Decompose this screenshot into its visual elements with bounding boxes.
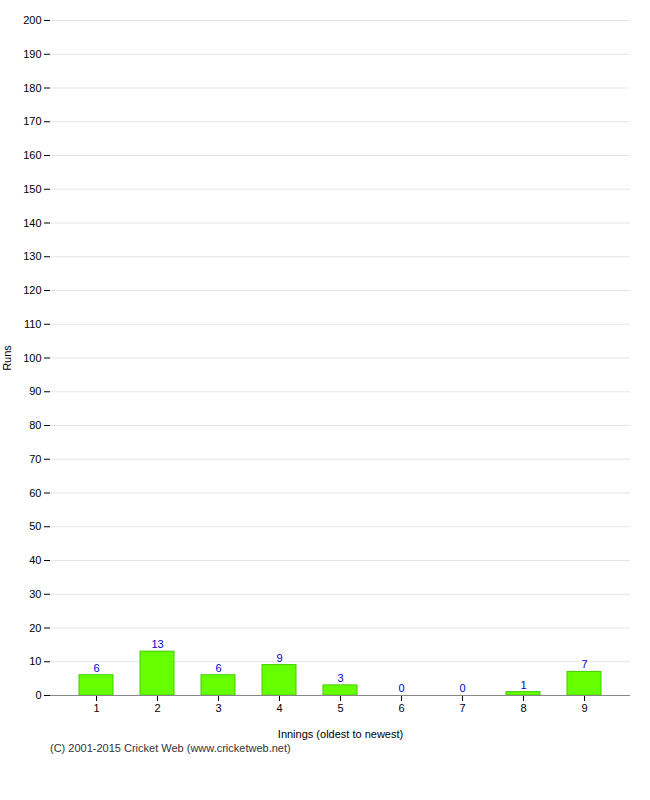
svg-text:200: 200 <box>23 14 41 26</box>
svg-text:2: 2 <box>154 702 160 714</box>
svg-text:60: 60 <box>29 487 41 499</box>
svg-text:6: 6 <box>93 662 99 674</box>
svg-text:4: 4 <box>276 702 282 714</box>
svg-text:50: 50 <box>29 520 41 532</box>
svg-text:20: 20 <box>29 622 41 634</box>
svg-text:130: 130 <box>23 250 41 262</box>
svg-text:5: 5 <box>337 702 343 714</box>
svg-text:0: 0 <box>459 682 465 694</box>
svg-text:3: 3 <box>215 702 221 714</box>
svg-text:120: 120 <box>23 284 41 296</box>
svg-text:30: 30 <box>29 588 41 600</box>
svg-text:6: 6 <box>398 702 404 714</box>
svg-text:0: 0 <box>398 682 404 694</box>
svg-text:3: 3 <box>337 672 343 684</box>
svg-text:9: 9 <box>276 652 282 664</box>
svg-text:7: 7 <box>581 658 587 670</box>
svg-text:Runs: Runs <box>1 345 13 371</box>
svg-text:100: 100 <box>23 352 41 364</box>
svg-text:8: 8 <box>520 702 526 714</box>
svg-text:150: 150 <box>23 183 41 195</box>
svg-text:110: 110 <box>24 318 42 330</box>
svg-text:80: 80 <box>29 419 41 431</box>
svg-text:0: 0 <box>35 689 41 701</box>
svg-text:40: 40 <box>29 554 41 566</box>
svg-text:13: 13 <box>151 638 163 650</box>
html-text:(C) 2001-2015 Cricket Web (www: (C) 2001-2015 Cricket Web (www.cricketwe… <box>50 742 291 754</box>
svg-text:180: 180 <box>23 82 41 94</box>
svg-text:6: 6 <box>215 662 221 674</box>
svg-text:70: 70 <box>29 453 41 465</box>
svg-text:170: 170 <box>23 115 41 127</box>
svg-text:Innings (oldest to newest): Innings (oldest to newest) <box>278 728 403 740</box>
svg-text:1: 1 <box>520 679 526 691</box>
svg-text:7: 7 <box>459 702 465 714</box>
svg-text:90: 90 <box>29 385 41 397</box>
svg-text:9: 9 <box>581 702 587 714</box>
svg-text:140: 140 <box>23 217 41 229</box>
svg-text:190: 190 <box>23 48 41 60</box>
svg-text:160: 160 <box>23 149 41 161</box>
svg-text:1: 1 <box>93 702 99 714</box>
svg-text:10: 10 <box>29 655 41 667</box>
